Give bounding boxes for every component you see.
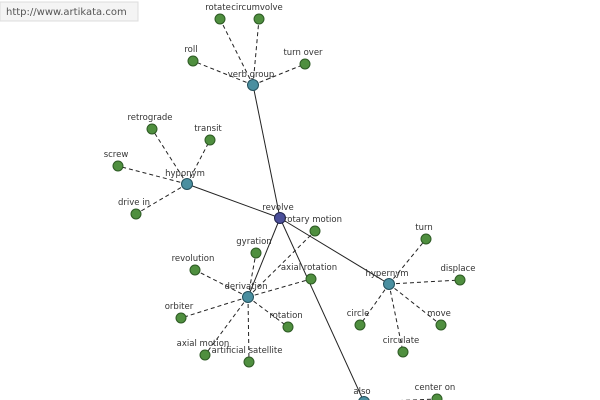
word-label[interactable]: rotary motion (284, 215, 342, 225)
relation-node[interactable] (242, 291, 254, 303)
word-node[interactable] (299, 58, 311, 70)
relation-label: hyponym (165, 169, 205, 179)
word-label[interactable]: screw (104, 150, 129, 160)
word-edge (186, 139, 211, 185)
word-edge (219, 18, 254, 86)
word-node[interactable] (282, 321, 294, 333)
word-node[interactable] (354, 319, 366, 331)
word-node[interactable] (397, 346, 409, 358)
word-edge (247, 252, 257, 298)
relation-edge (279, 217, 390, 285)
url-box (0, 1, 139, 22)
relation-edge (252, 84, 281, 219)
word-label[interactable]: gyration (236, 237, 271, 247)
word-edge (192, 60, 254, 86)
word-node[interactable] (454, 274, 466, 286)
word-node[interactable] (435, 319, 447, 331)
relation-label: revolve (262, 203, 293, 213)
word-node[interactable] (420, 233, 432, 245)
word-label[interactable]: rotation (269, 311, 302, 321)
word-edge (247, 278, 312, 298)
word-label[interactable]: move (427, 309, 451, 319)
relation-label: derivation (224, 282, 267, 292)
word-label[interactable]: rotate (205, 3, 231, 13)
relation-node[interactable] (247, 79, 259, 91)
word-edge (252, 63, 306, 86)
word-label[interactable]: turn over (283, 48, 323, 58)
relation-edge (279, 217, 364, 400)
relation-label: hypernym (365, 269, 408, 279)
word-label[interactable]: circumvolve (231, 3, 283, 13)
word-label[interactable]: axial rotation (281, 263, 337, 273)
word-edge (388, 279, 461, 285)
word-node[interactable] (146, 123, 158, 135)
relation-edge (186, 183, 281, 219)
word-node[interactable] (189, 264, 201, 276)
word-node[interactable] (214, 13, 226, 25)
word-edge (359, 283, 390, 326)
word-label[interactable]: roll (184, 45, 197, 55)
word-node[interactable] (112, 160, 124, 172)
word-node[interactable] (199, 349, 211, 361)
word-node[interactable] (253, 13, 265, 25)
word-label[interactable]: center on (415, 383, 456, 393)
word-node[interactable] (187, 55, 199, 67)
word-node[interactable] (175, 312, 187, 324)
word-edge (194, 269, 249, 298)
word-label[interactable]: turn (415, 223, 432, 233)
word-label[interactable]: artificial satellite (212, 346, 283, 356)
relation-node[interactable] (383, 278, 395, 290)
word-edge (388, 238, 427, 285)
word-node[interactable] (305, 273, 317, 285)
word-edge (247, 296, 289, 328)
word-edge (117, 165, 188, 185)
relation-label: also (353, 387, 370, 397)
word-edge (247, 230, 316, 298)
center-node[interactable] (274, 212, 286, 224)
word-node[interactable] (309, 225, 321, 237)
word-node[interactable] (204, 134, 216, 146)
word-label[interactable]: orbiter (165, 302, 194, 312)
word-edge (180, 296, 249, 319)
relation-label: verb group (228, 70, 275, 80)
site-link[interactable]: http://www.artikata.com (6, 7, 127, 18)
word-label[interactable]: retrograde (127, 113, 172, 123)
word-node[interactable] (431, 393, 443, 400)
word-edge (135, 183, 188, 215)
word-label[interactable]: displace (440, 264, 475, 274)
word-node[interactable] (250, 247, 262, 259)
word-node[interactable] (243, 356, 255, 368)
relation-edge (247, 217, 281, 298)
relation-node[interactable] (181, 178, 193, 190)
word-edge (204, 296, 249, 356)
word-node[interactable] (130, 208, 142, 220)
word-edge (247, 296, 250, 363)
word-label[interactable]: revolution (172, 254, 215, 264)
word-label[interactable]: transit (194, 124, 222, 134)
word-edge (151, 128, 188, 185)
nodes: revolve verb group hyponym derivation hypern… (104, 3, 476, 400)
word-edge (388, 283, 404, 353)
word-label[interactable]: circle (347, 309, 370, 319)
relation-node[interactable] (358, 396, 370, 400)
word-label[interactable]: axial motion (177, 339, 230, 349)
word-label[interactable]: drive in (118, 198, 150, 208)
word-label[interactable]: circulate (383, 336, 420, 346)
edges (117, 18, 461, 400)
